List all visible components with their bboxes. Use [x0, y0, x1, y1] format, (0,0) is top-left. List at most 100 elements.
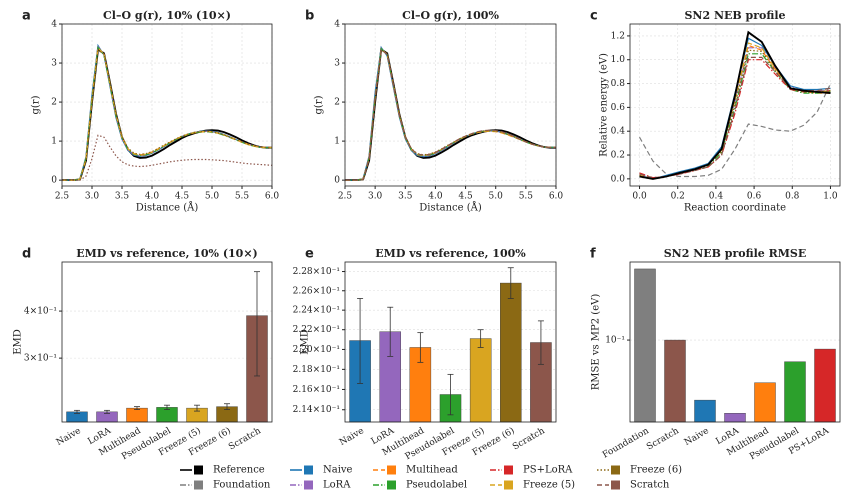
x-tick-label: Foundation	[601, 426, 651, 461]
panel-letter: d	[22, 247, 31, 262]
x-axis-label: Distance (Å)	[136, 202, 199, 214]
y-tick-label: 1	[51, 137, 57, 147]
y-tick-label: 3×10⁻¹	[24, 354, 57, 364]
x-tick-label: 0.2	[671, 192, 685, 202]
panel-letter: f	[590, 247, 596, 262]
panel-letter: c	[590, 9, 598, 24]
bar	[126, 407, 148, 423]
x-tick-label: 3.5	[115, 192, 130, 202]
series-line	[345, 46, 556, 181]
y-tick-label: 0.6	[611, 103, 626, 113]
y-tick-label: 1.0	[611, 55, 626, 65]
series-line	[62, 134, 273, 181]
series-line	[345, 45, 556, 181]
x-tick-label: 5.0	[489, 192, 504, 202]
series-line	[639, 30, 831, 180]
bar	[469, 338, 492, 423]
panel-letter: b	[305, 9, 314, 24]
legend-label: Freeze (5)	[523, 480, 575, 491]
chart-title: Cl–O g(r), 10% (10×)	[103, 9, 231, 22]
series-line	[639, 59, 831, 179]
x-tick-label: Naive	[338, 426, 366, 448]
legend-label: Naive	[323, 465, 353, 476]
x-tick-label: 4.0	[145, 192, 160, 202]
x-tick-label: 0.6	[747, 192, 762, 202]
series-line	[62, 45, 272, 181]
legend-label: LoRA	[323, 480, 351, 491]
series-line	[345, 48, 556, 181]
y-axis-label: EMD	[13, 329, 24, 355]
y-tick-label: 3	[334, 59, 340, 69]
legend-label: Multihead	[406, 465, 458, 476]
axes-frame	[629, 23, 841, 187]
y-tick-label: 4×10⁻¹	[24, 307, 57, 317]
y-tick-label: 2.28×10⁻¹	[293, 267, 340, 277]
axes-frame	[61, 261, 273, 423]
legend-label: Freeze (6)	[630, 465, 682, 476]
y-tick-label: 1.2	[611, 31, 625, 41]
chart-title: EMD vs reference, 100%	[375, 247, 526, 260]
x-tick-label: 4.0	[428, 192, 443, 202]
series-line	[62, 46, 272, 181]
x-tick-label: 4.5	[458, 192, 473, 202]
y-axis-label: g(r)	[31, 95, 42, 114]
x-tick-label: 3.0	[368, 192, 383, 202]
axes-frame	[61, 23, 273, 187]
y-tick-label: 4	[51, 20, 57, 30]
legend-label: PS+LoRA	[523, 465, 573, 476]
x-axis-label: Reaction coordinate	[684, 203, 786, 214]
y-tick-label: 0.0	[611, 174, 626, 184]
x-tick-label: 0.0	[632, 192, 647, 202]
y-tick-label: 0.2	[611, 151, 625, 161]
bar	[754, 382, 776, 423]
y-tick-label: 2.20×10⁻¹	[293, 345, 340, 355]
legend-swatch	[387, 480, 396, 490]
panel-letter: a	[22, 9, 31, 24]
x-tick-label: 1.0	[823, 192, 838, 202]
x-tick-label: Scratch	[645, 426, 681, 452]
x-tick-label: Scratch	[227, 426, 263, 452]
series-line	[345, 47, 556, 182]
y-tick-label: 2	[51, 98, 57, 108]
y-axis-label: Relative energy (eV)	[599, 53, 610, 157]
y-tick-label: 2.22×10⁻¹	[293, 325, 340, 335]
y-axis-label: EMD	[300, 329, 311, 355]
y-tick-label: 3	[51, 59, 57, 69]
bar	[664, 339, 686, 423]
series-line	[345, 49, 556, 181]
legend-swatch	[304, 480, 313, 490]
y-tick-label: 2.14×10⁻¹	[293, 405, 340, 415]
legend-label: Scratch	[630, 480, 670, 491]
y-tick-label: 2.26×10⁻¹	[293, 286, 340, 296]
legend-swatch	[504, 480, 513, 490]
y-tick-label: 4	[334, 20, 340, 30]
y-tick-label: 2.18×10⁻¹	[293, 365, 340, 375]
legend-label: Pseudolabel	[406, 480, 467, 491]
x-tick-label: 5.0	[205, 192, 220, 202]
y-axis-label: g(r)	[314, 95, 325, 114]
bar	[500, 282, 522, 423]
panel-letter: e	[305, 247, 314, 262]
axes-frame	[629, 261, 841, 423]
y-tick-label: 0	[334, 176, 340, 186]
legend-swatch	[611, 480, 620, 490]
axes-frame	[344, 261, 557, 423]
chart-title: EMD vs reference, 10% (10×)	[76, 247, 258, 260]
bar	[634, 268, 656, 423]
bar	[814, 348, 836, 423]
bar	[724, 413, 746, 423]
chart-title: SN2 NEB profile RMSE	[664, 247, 807, 260]
x-tick-label: 6.0	[265, 192, 280, 202]
chart-title: Cl–O g(r), 100%	[402, 9, 499, 22]
series-line	[62, 49, 272, 181]
x-tick-label: 2.5	[338, 192, 353, 202]
series-line	[62, 47, 272, 182]
x-tick-label: 0.8	[785, 192, 800, 202]
series-line	[345, 47, 556, 181]
series-line	[345, 48, 556, 181]
y-tick-label: 2	[334, 98, 340, 108]
bar	[694, 399, 716, 423]
x-tick-label: Naive	[683, 426, 711, 448]
series-line	[62, 45, 272, 181]
x-tick-label: 6.0	[549, 192, 564, 202]
